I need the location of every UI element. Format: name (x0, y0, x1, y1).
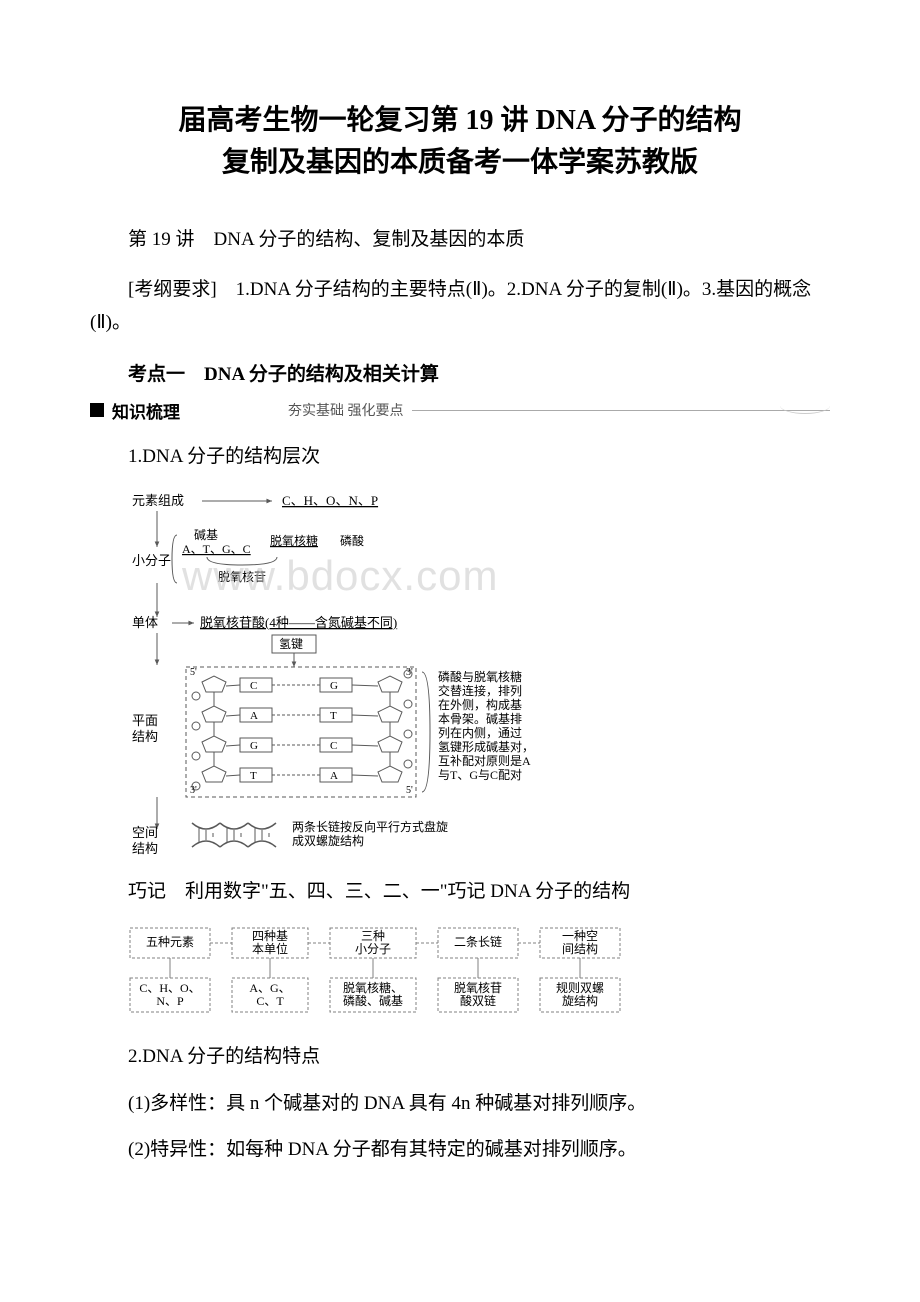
svg-text:平面结构: 平面结构 (132, 713, 158, 744)
svg-text:A: A (250, 710, 258, 722)
svg-text:A: A (330, 770, 338, 782)
topic-heading: 考点一 DNA 分子的结构及相关计算 (90, 359, 830, 386)
svg-text:5': 5' (406, 785, 413, 796)
svg-text:5': 5' (190, 667, 197, 678)
svg-text:A、T、G、C: A、T、G、C (182, 542, 251, 556)
svg-text:小分子: 小分子 (132, 553, 171, 568)
svg-text:脱氧核苷酸(4种——含氮碱基不同): 脱氧核苷酸(4种——含氮碱基不同) (200, 615, 397, 630)
svg-text:四种基本单位: 四种基本单位 (252, 929, 288, 956)
title-line-1: 届高考生物一轮复习第 19 讲 DNA 分子的结构 (178, 105, 741, 136)
svg-text:脱氧核苷: 脱氧核苷 (218, 569, 266, 584)
point-2-heading: 2.DNA 分子的结构特点 (90, 1041, 830, 1073)
structure-hierarchy-diagram: www.bdocx.com 元素组成C、H、O、N、P小分子碱基A、T、G、C脱… (122, 487, 830, 862)
svg-text:空间结构: 空间结构 (132, 825, 158, 856)
svg-text:碱基: 碱基 (194, 528, 218, 542)
square-icon (90, 403, 104, 417)
svg-text:氢键: 氢键 (279, 636, 303, 651)
svg-text:元素组成: 元素组成 (132, 493, 184, 508)
title-line-2: 复制及基因的本质备考一体学案苏教版 (222, 147, 698, 178)
svg-text:A、G、C、T: A、G、C、T (249, 981, 290, 1008)
exam-requirements: [考纲要求] 1.DNA 分子结构的主要特点(Ⅱ)。2.DNA 分子的复制(Ⅱ)… (90, 274, 830, 339)
svg-text:二条长链: 二条长链 (454, 934, 502, 949)
section-bar: 知识梳理 夯实基础 强化要点 (90, 398, 830, 423)
svg-text:C: C (330, 740, 337, 752)
svg-text:T: T (250, 770, 257, 782)
page-title: 届高考生物一轮复习第 19 讲 DNA 分子的结构 复制及基因的本质备考一体学案… (90, 100, 830, 184)
svg-text:C、H、O、N、P: C、H、O、N、P (282, 493, 378, 508)
svg-text:磷酸与脱氧核糖交替连接，排列在外侧，构成基本骨架。碱基排列在: 磷酸与脱氧核糖交替连接，排列在外侧，构成基本骨架。碱基排列在内侧，通过氢键形成碱… (438, 669, 534, 782)
svg-text:三种小分子: 三种小分子 (355, 929, 391, 956)
svg-text:脱氧核糖: 脱氧核糖 (270, 533, 318, 548)
svg-text:磷酸: 磷酸 (340, 533, 364, 548)
mnemonic-text: 巧记 利用数字"五、四、三、二、一"巧记 DNA 分子的结构 (90, 876, 830, 908)
hierarchy-diagram-svg: 元素组成 C、H、O、N、P 小分子 碱基A、T、G、C 脱氧核糖 磷酸脱氧核苷单体 脱氧核… (122, 487, 642, 857)
svg-text:脱氧核糖、磷酸、碱基: 脱氧核糖、磷酸、碱基 (343, 980, 403, 1008)
svg-text:3': 3' (406, 667, 413, 678)
mnemonic-diagram-svg: 五种元素 C、H、O、N、P 四种基本单位 A、G、C、T 三种小分子脱氧核糖、磷酸、碱… (122, 922, 662, 1022)
svg-text:C、H、O、N、P: C、H、O、N、P (139, 981, 200, 1008)
svg-text:G: G (250, 740, 258, 752)
subtitle: 第 19 讲 DNA 分子的结构、复制及基因的本质 (90, 224, 830, 256)
point-2-1: (1)多样性：具 n 个碱基对的 DNA 具有 4n 种碱基对排列顺序。 (90, 1088, 830, 1120)
svg-text:C: C (250, 680, 257, 692)
svg-text:脱氧核苷酸双链: 脱氧核苷酸双链 (454, 980, 502, 1008)
svg-text:两条长链按反向平行方式盘旋成双螺旋结构: 两条长链按反向平行方式盘旋成双螺旋结构 (292, 819, 448, 848)
svg-text:3': 3' (190, 785, 197, 796)
svg-text:T: T (330, 710, 337, 722)
svg-text:G: G (330, 680, 338, 692)
svg-text:五种元素: 五种元素 (146, 935, 194, 949)
svg-text:单体: 单体 (132, 615, 158, 630)
section-bar-label: 知识梳理 (112, 398, 180, 423)
svg-text:规则双螺旋结构: 规则双螺旋结构 (556, 980, 604, 1008)
section-bar-line (412, 410, 831, 411)
point-2-2: (2)特异性：如每种 DNA 分子都有其特定的碱基对排列顺序。 (90, 1134, 830, 1166)
point-1-heading: 1.DNA 分子的结构层次 (90, 441, 830, 473)
svg-text:一种空间结构: 一种空间结构 (562, 929, 598, 956)
mnemonic-diagram: 五种元素 C、H、O、N、P 四种基本单位 A、G、C、T 三种小分子脱氧核糖、磷酸、碱… (122, 922, 830, 1027)
section-bar-subtitle: 夯实基础 强化要点 (288, 400, 404, 420)
